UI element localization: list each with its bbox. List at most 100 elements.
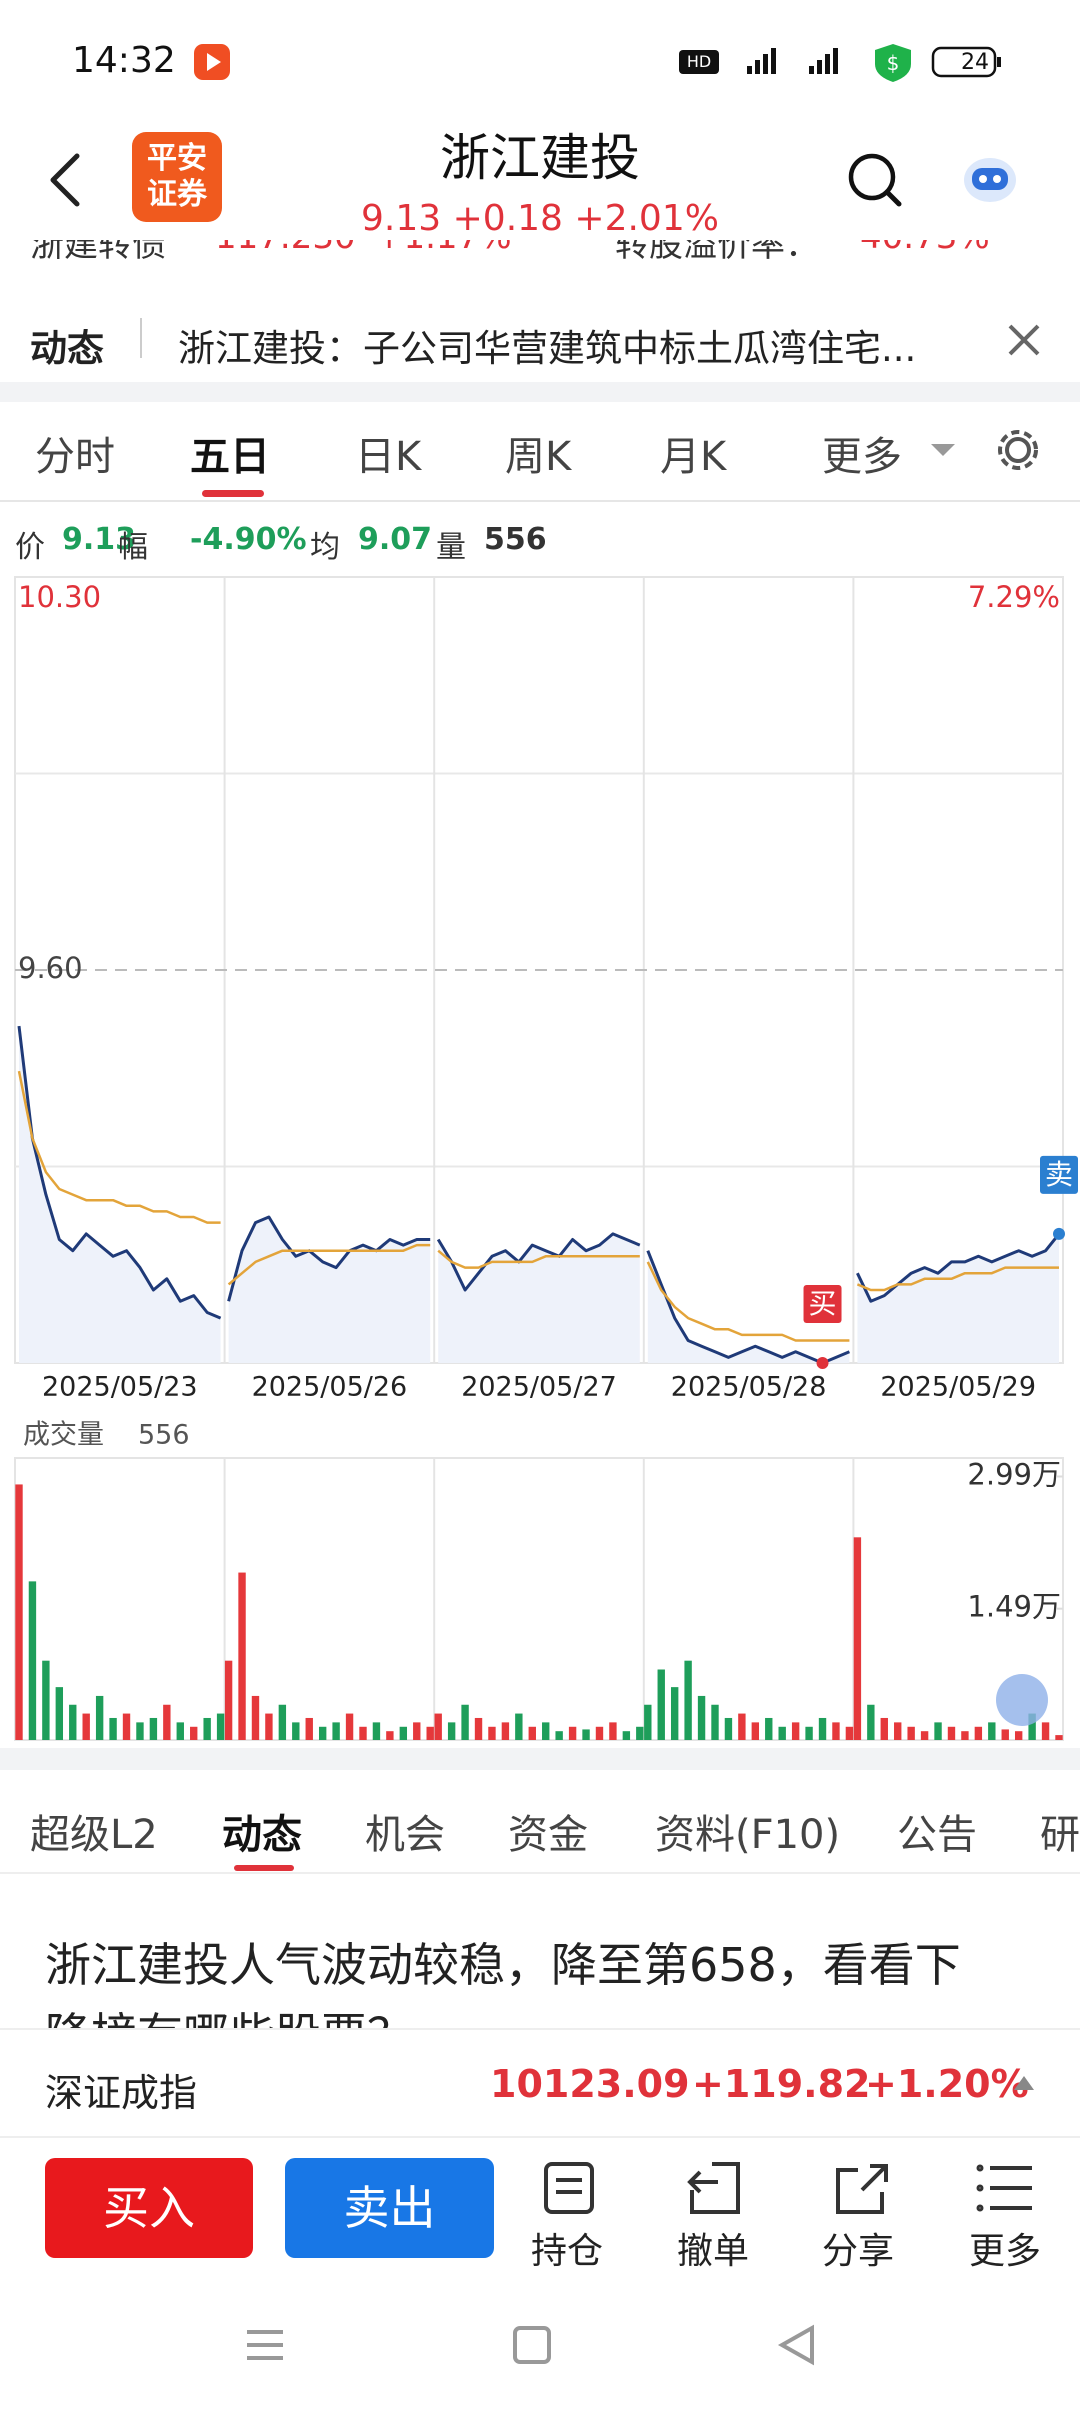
avg-line <box>17 1070 221 1224</box>
news-label: 动态 <box>30 327 104 370</box>
trade-dot <box>1053 1227 1065 1240</box>
trade-marker <box>803 1285 842 1323</box>
detail-tab[interactable]: 动态 <box>222 1812 302 1858</box>
volume-bar <box>1055 1735 1063 1740</box>
index-change-pct: +1.20% <box>865 2062 1029 2106</box>
volume-bar <box>149 1717 158 1740</box>
info-value: 9.07 <box>358 522 433 557</box>
trade-marker <box>1040 1155 1078 1194</box>
tab-icons[interactable] <box>925 424 1045 474</box>
svg-text:$: $ <box>887 51 900 75</box>
trade-marker-label: 买 <box>809 1287 837 1320</box>
avg-line <box>856 1266 1059 1292</box>
news-bar[interactable]: 动态 浙江建投：子公司华营建筑中标土瓜湾住宅... <box>0 270 1080 380</box>
assistant-button[interactable] <box>960 150 1020 210</box>
detail-tabs: 超级L2 动态 机会 资金 资料(F10) 公告 研 <box>0 1770 1080 1874</box>
volume-bar <box>95 1695 104 1740</box>
price-line <box>856 1232 1061 1303</box>
volume-bar <box>332 1722 340 1740</box>
close-button[interactable] <box>1006 322 1042 358</box>
volume-bar <box>265 1713 273 1740</box>
change-pct: +2.01% <box>574 198 719 239</box>
action-item[interactable]: 分享 <box>821 2231 894 2272</box>
chart-tab[interactable]: 日K <box>355 434 422 480</box>
chart-tab[interactable]: 更多 <box>822 434 902 480</box>
volume-bar <box>474 1717 483 1740</box>
detail-tab[interactable]: 研 <box>1040 1812 1080 1858</box>
info-label: 价 <box>15 530 45 565</box>
y-tick-label: 1.49万 <box>967 1590 1061 1624</box>
info-value: 556 <box>484 522 547 557</box>
expand-icon[interactable] <box>1012 2074 1036 2094</box>
volume-bar <box>122 1713 131 1740</box>
search-button[interactable] <box>845 150 905 210</box>
volume-bar <box>109 1717 117 1740</box>
logo-line: 证券 <box>147 177 207 212</box>
detail-tab[interactable]: 公告 <box>897 1812 977 1858</box>
volume-bar <box>724 1717 733 1740</box>
volume-bar <box>15 1484 23 1740</box>
volume-bar <box>305 1717 313 1740</box>
volume-bar <box>28 1581 37 1740</box>
detail-tab[interactable]: 超级L2 <box>30 1812 158 1858</box>
volume-bar <box>582 1729 590 1740</box>
price-line <box>436 1232 641 1292</box>
volume-bar <box>251 1695 260 1740</box>
y-tick-label: 2.99万 <box>967 1458 1061 1492</box>
price: 9.13 <box>361 198 442 239</box>
volume-bar <box>711 1704 719 1740</box>
volume-latest: 556 <box>138 1420 190 1451</box>
nav-bar <box>247 2324 814 2366</box>
volume-bar <box>622 1731 631 1740</box>
info-value: -4.90% <box>190 522 307 557</box>
buy-button[interactable]: 买入 <box>45 2158 253 2258</box>
volume-bar <box>974 1726 983 1740</box>
detail-tab[interactable]: 机会 <box>365 1812 445 1858</box>
volume-bar <box>832 1722 840 1740</box>
volume-bar <box>542 1722 550 1740</box>
y-tick-label: 9.60 <box>18 951 83 985</box>
app-icon <box>194 44 230 80</box>
volume-bar <box>609 1722 617 1740</box>
volume-bar <box>399 1726 408 1740</box>
chart-tab[interactable]: 分时 <box>35 434 115 480</box>
detail-tab[interactable]: 资料(F10) <box>655 1812 841 1858</box>
volume-bar <box>867 1704 875 1740</box>
action-item[interactable]: 更多 <box>968 2231 1041 2272</box>
volume-bar <box>461 1704 469 1740</box>
plot-border <box>14 1457 1064 1741</box>
price-area <box>19 1026 221 1363</box>
chart-tab[interactable]: 月K <box>660 434 727 480</box>
volume-bar <box>920 1731 929 1740</box>
x-tick-label: 2025/05/28 <box>671 1372 827 1403</box>
info-label: 幅 <box>118 530 148 565</box>
volume-bar <box>751 1722 760 1740</box>
volume-bar <box>238 1572 246 1740</box>
avg-line <box>227 1243 431 1286</box>
volume-bar <box>697 1695 706 1740</box>
volume-bar <box>359 1726 367 1740</box>
volume-bar <box>1028 1713 1036 1740</box>
index-value: 10123.09 <box>490 2062 690 2106</box>
volume-bar <box>1041 1722 1050 1740</box>
index-name: 深证成指 <box>45 2071 198 2115</box>
info-label: 均 <box>310 530 340 565</box>
action-item[interactable]: 撤单 <box>676 2231 749 2272</box>
action-item[interactable]: 持仓 <box>530 2231 603 2272</box>
chart-tab[interactable]: 周K <box>505 434 572 480</box>
chart-tab[interactable]: 五日 <box>190 434 270 480</box>
article-title[interactable]: 浙江建投人气波动较稳，降至第658，看看下降榜有哪些股票？ <box>45 1938 961 2028</box>
back-button[interactable] <box>45 150 85 210</box>
volume-bar <box>386 1731 394 1740</box>
volume-bar <box>988 1722 996 1740</box>
volume-bar <box>644 1704 652 1740</box>
volume-bar <box>136 1722 144 1740</box>
separator <box>0 1748 1080 1770</box>
trade-marker-label: 卖 <box>1045 1158 1073 1191</box>
chart-tabs: 分时 五日 日K 周K 月K 更多 <box>0 402 1080 502</box>
sell-button[interactable]: 卖出 <box>285 2158 494 2258</box>
volume-bar <box>426 1726 434 1740</box>
separator <box>0 382 1080 402</box>
detail-tab[interactable]: 资金 <box>508 1812 588 1858</box>
index-bar[interactable]: 深证成指 10123.09 +119.82 +1.20% <box>0 2028 1080 2138</box>
